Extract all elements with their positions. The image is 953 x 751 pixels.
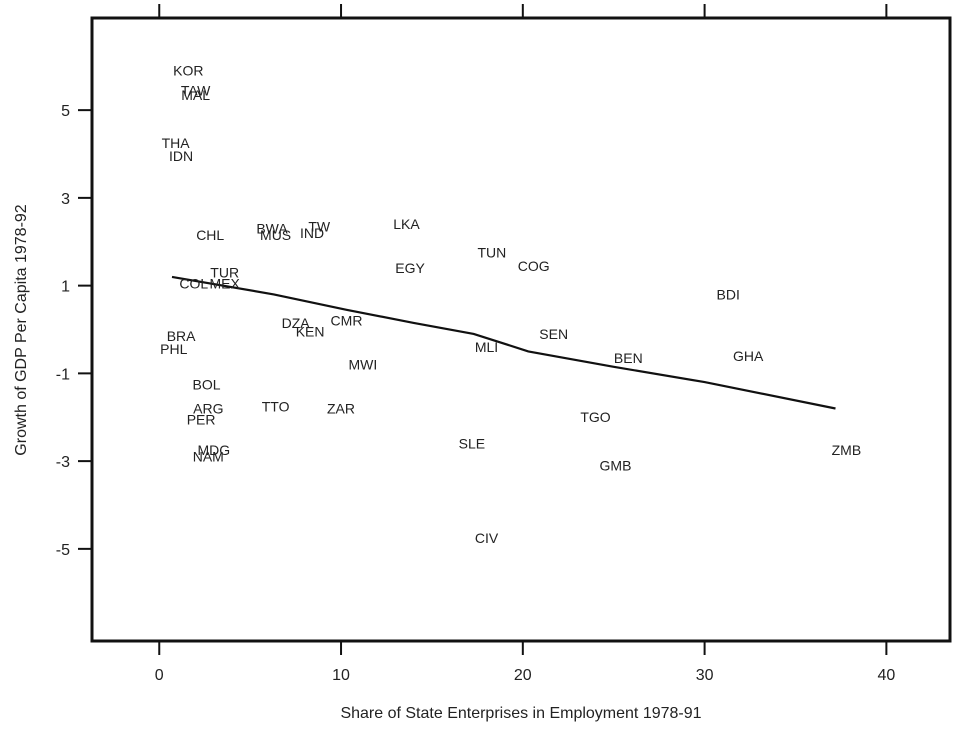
x-tick-label: 10 (332, 667, 350, 684)
y-tick-label: 5 (61, 103, 70, 120)
point-label-cmr: CMR (331, 313, 363, 329)
x-axis-title: Share of State Enterprises in Employment… (340, 705, 701, 722)
y-tick-label: -5 (56, 542, 70, 559)
y-axis-title: Growth of GDP Per Capita 1978-92 (13, 204, 30, 455)
x-tick-label: 0 (155, 667, 164, 684)
point-label-idn: IDN (169, 148, 193, 164)
point-label-cog: COG (518, 258, 550, 274)
point-label-bol: BOL (192, 376, 220, 392)
y-tick-label: -1 (56, 366, 70, 383)
point-label-arg: ARG (193, 401, 223, 417)
point-label-mal: MAL (181, 87, 210, 103)
point-label-bra: BRA (167, 328, 196, 344)
point-label-kor: KOR (173, 63, 203, 79)
y-tick-label: 1 (61, 279, 70, 296)
point-label-mli: MLI (475, 339, 498, 355)
point-label-ind: IND (300, 225, 324, 241)
y-tick-label: 3 (61, 191, 70, 208)
point-label-sen: SEN (539, 326, 568, 342)
point-label-civ: CIV (475, 530, 499, 546)
point-label-dza: DZA (282, 315, 311, 331)
point-label-sle: SLE (459, 436, 485, 452)
point-label-tgo: TGO (580, 409, 610, 425)
fit-line (171, 275, 836, 410)
point-label-chl: CHL (196, 227, 224, 243)
point-label-taw: TAW (181, 82, 211, 98)
point-label-egy: EGY (395, 260, 425, 276)
point-label-lka: LKA (393, 216, 420, 232)
point-label-tw: TW (308, 218, 331, 234)
point-label-tur: TUR (210, 265, 239, 281)
fit-line-group (171, 275, 836, 410)
plot-frame (90, 16, 952, 643)
point-label-per: PER (187, 411, 216, 427)
point-label-phl: PHL (160, 341, 187, 357)
point-label-col: COL (179, 275, 208, 291)
point-label-ken: KEN (296, 324, 325, 340)
point-label-mdg: MDG (197, 442, 230, 458)
point-label-zmb: ZMB (832, 442, 862, 458)
point-label-ben: BEN (614, 350, 643, 366)
point-label-tto: TTO (262, 398, 290, 414)
point-label-tha: THA (162, 135, 191, 151)
point-label-tun: TUN (478, 245, 507, 261)
x-tick-label: 30 (696, 667, 714, 684)
point-label-gha: GHA (733, 348, 764, 364)
x-tick-label: 40 (877, 667, 895, 684)
point-label-zar: ZAR (327, 401, 355, 417)
point-label-mus: MUS (260, 227, 291, 243)
point-label-bwa: BWA (256, 221, 288, 237)
point-label-mex: MEX (210, 275, 241, 291)
axis-ticks: 0 10 20 30 40 5 3 1 -1 -3 -5 (56, 4, 895, 684)
point-label-gmb: GMB (600, 458, 632, 474)
point-label-bdi: BDI (717, 286, 740, 302)
x-tick-label: 20 (514, 667, 532, 684)
y-tick-label: -3 (56, 454, 70, 471)
point-label-mwi: MWI (349, 357, 378, 373)
point-label-nam: NAM (193, 449, 224, 465)
